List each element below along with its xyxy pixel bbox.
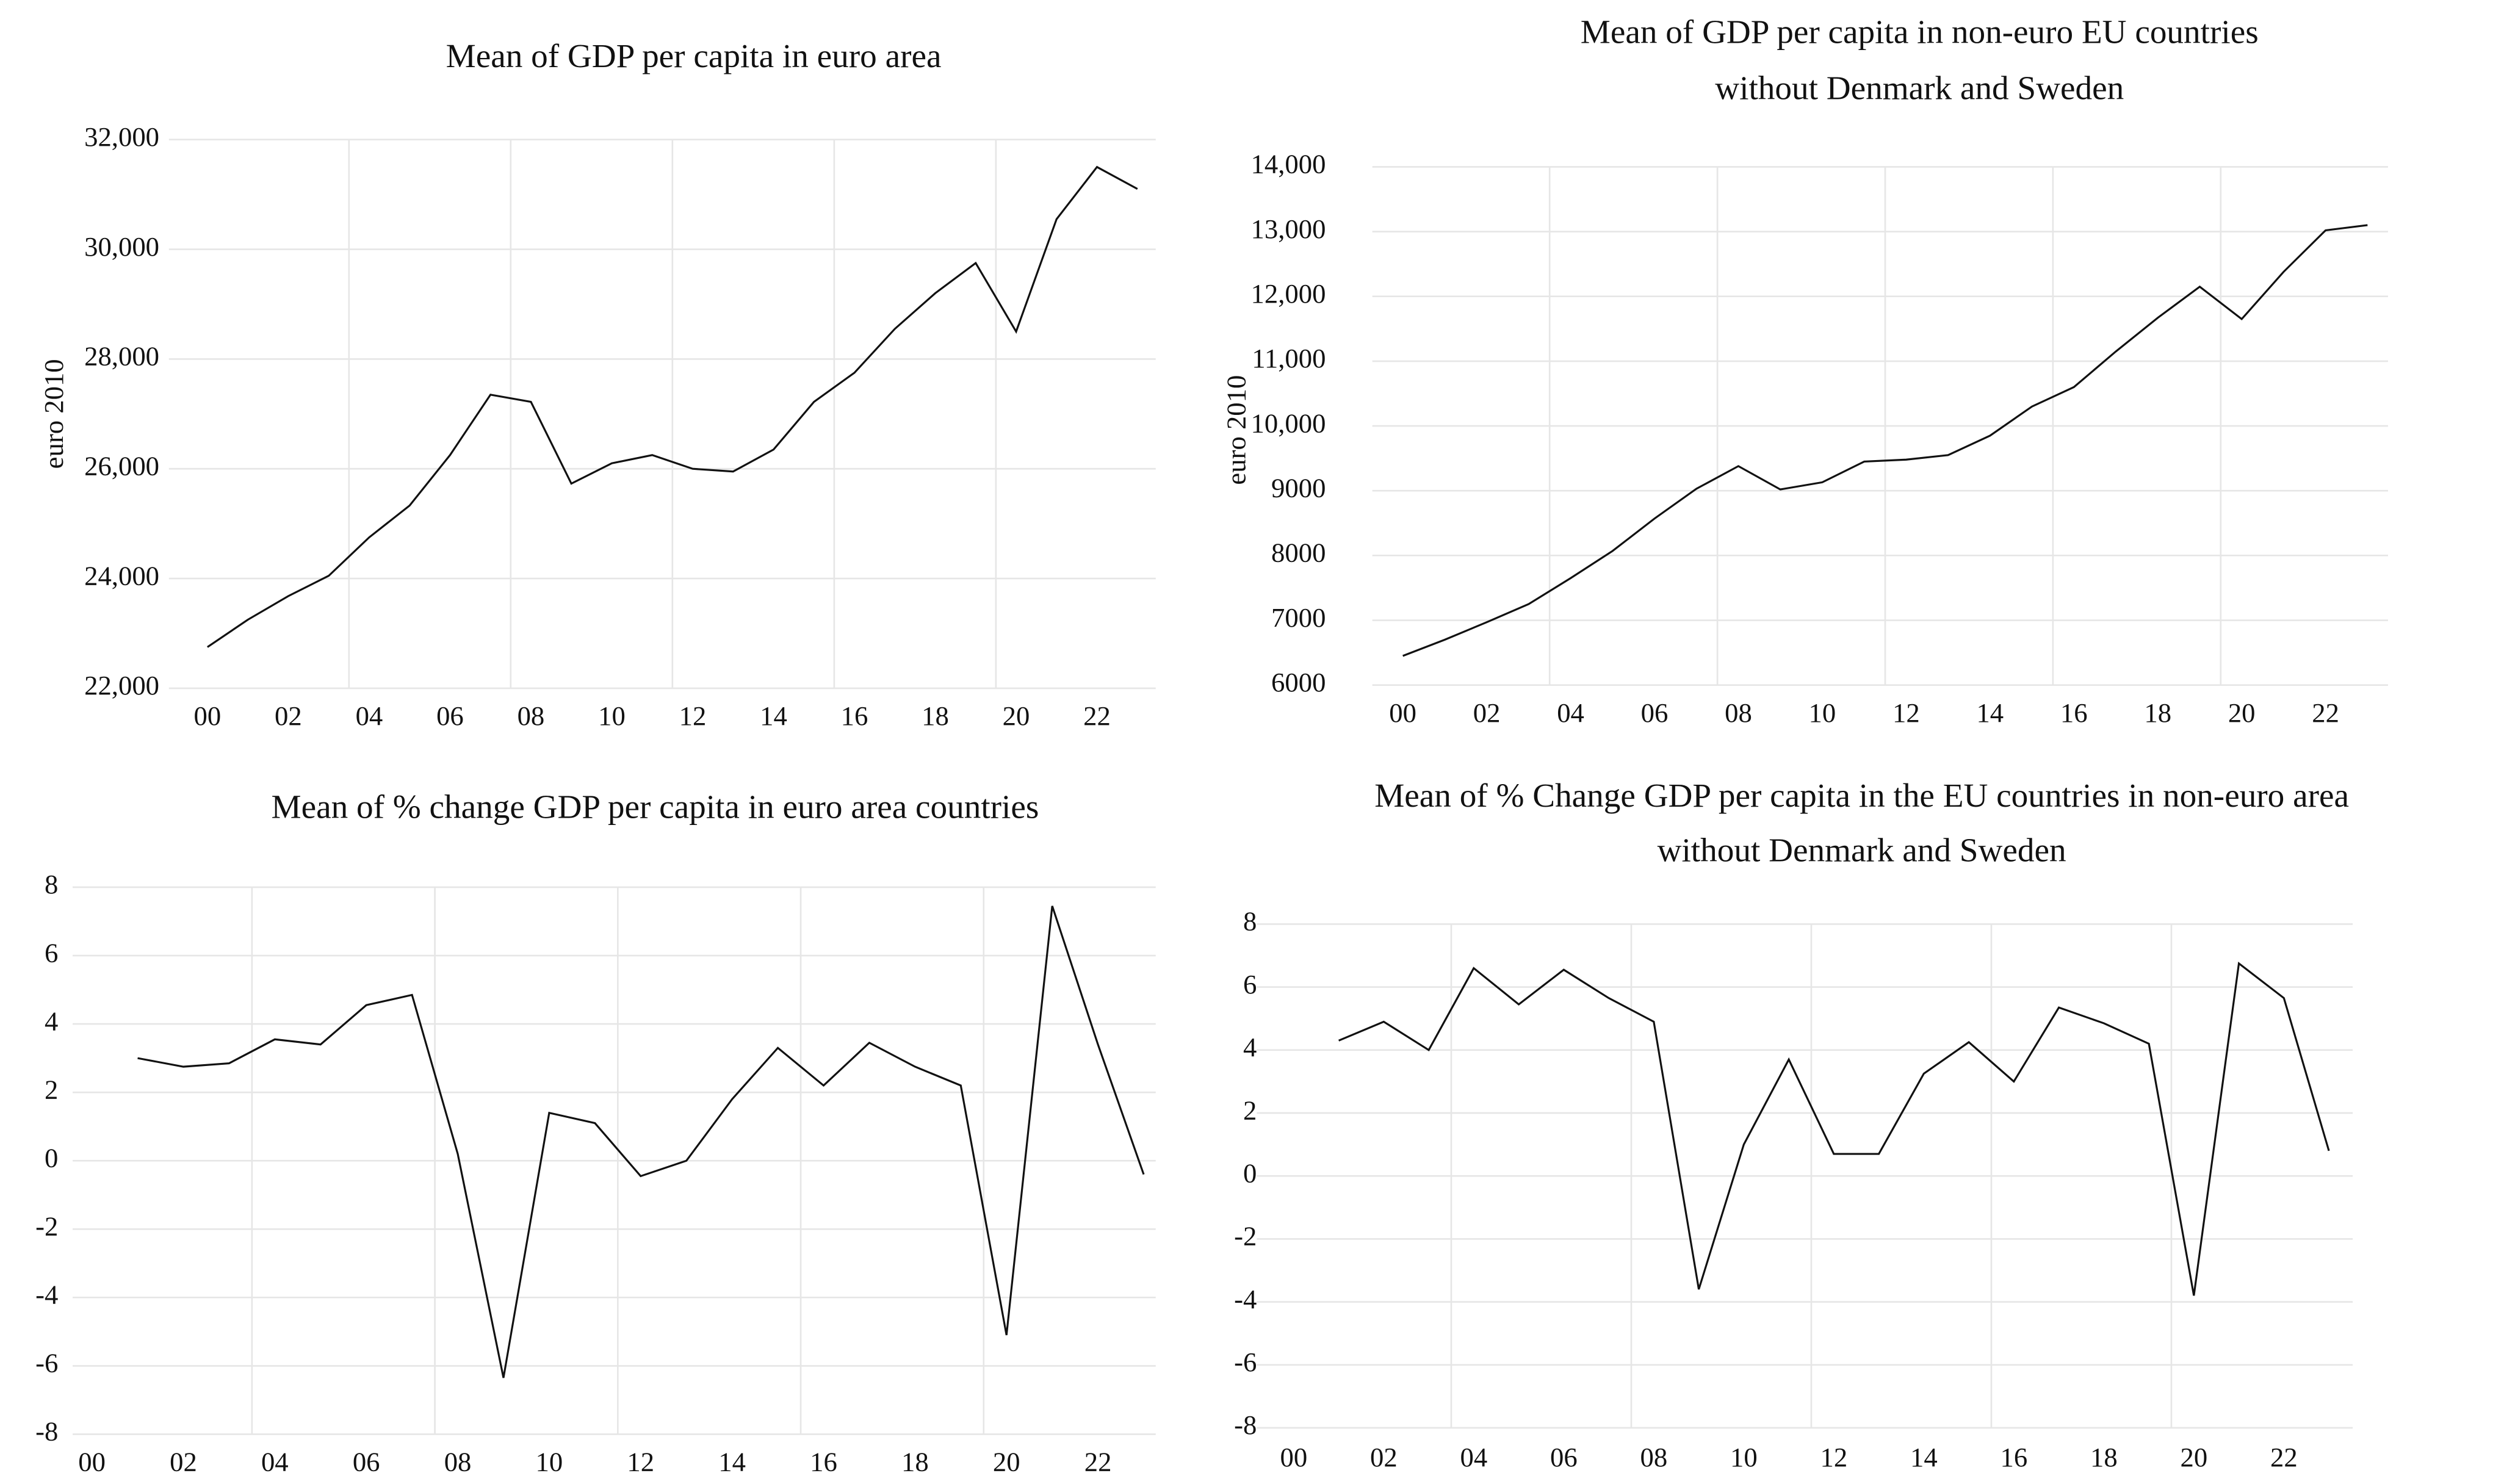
y-tick-label: -2 — [1234, 1221, 1257, 1252]
x-tick-label: 18 — [2144, 697, 2171, 728]
y-tick-label: -2 — [35, 1211, 58, 1242]
chart-title: Mean of GDP per capita in non-euro EU co… — [1581, 13, 2259, 51]
y-tick-label: 13,000 — [1251, 214, 1326, 244]
x-tick-label: 20 — [1003, 701, 1030, 731]
y-tick-label: 11,000 — [1252, 343, 1326, 373]
y-tick-label: -8 — [1234, 1410, 1257, 1440]
x-tick-label: 20 — [993, 1447, 1020, 1477]
x-tick-label: 04 — [1460, 1442, 1488, 1472]
x-tick-label: 12 — [1892, 697, 1920, 728]
x-tick-label: 14 — [760, 701, 787, 731]
x-tick-label: 12 — [627, 1447, 654, 1477]
x-tick-label: 22 — [2312, 697, 2339, 728]
y-tick-label: 0 — [45, 1142, 58, 1173]
data-line — [1338, 961, 2330, 1296]
x-tick-label: 00 — [194, 701, 222, 731]
y-tick-label: 6 — [45, 937, 58, 968]
y-tick-label: 10,000 — [1251, 408, 1326, 438]
y-tick-label: 12,000 — [1251, 278, 1326, 309]
y-tick-label: 8 — [45, 869, 58, 899]
y-tick-label: 9000 — [1271, 472, 1326, 503]
y-tick-label: 14,000 — [1251, 149, 1326, 179]
y-tick-label: 6 — [1243, 969, 1257, 1000]
x-tick-label: 00 — [1280, 1442, 1308, 1472]
x-tick-label: 04 — [261, 1447, 289, 1477]
y-tick-label: 4 — [1243, 1032, 1257, 1062]
y-tick-label: 6000 — [1271, 667, 1326, 697]
x-tick-label: 00 — [78, 1447, 106, 1477]
x-tick-label: 18 — [901, 1447, 929, 1477]
x-tick-label: 18 — [922, 701, 949, 731]
y-axis-label: euro 2010 — [38, 359, 69, 469]
x-tick-label: 06 — [1550, 1442, 1578, 1472]
y-tick-label: -6 — [35, 1348, 58, 1378]
chart-title: Mean of % change GDP per capita in euro … — [271, 788, 1039, 825]
y-axis-label: euro 2010 — [1221, 375, 1252, 485]
x-tick-label: 04 — [356, 701, 383, 731]
x-tick-label: 20 — [2180, 1442, 2207, 1472]
y-tick-label: -6 — [1234, 1347, 1257, 1377]
x-tick-label: 20 — [2228, 697, 2256, 728]
y-tick-label: 24,000 — [84, 560, 159, 591]
chart-title: Mean of GDP per capita in euro area — [446, 37, 942, 74]
y-tick-label: 22,000 — [84, 670, 159, 701]
x-tick-label: 16 — [2000, 1442, 2027, 1472]
y-tick-label: 26,000 — [84, 450, 159, 481]
y-tick-label: 4 — [45, 1006, 58, 1036]
x-tick-label: 22 — [2270, 1442, 2298, 1472]
x-tick-label: 16 — [841, 701, 868, 731]
chart-title: without Denmark and Sweden — [1658, 831, 2066, 868]
y-tick-label: 0 — [1243, 1158, 1257, 1188]
y-tick-label: 8 — [1243, 906, 1257, 937]
x-tick-label: 10 — [1809, 697, 1836, 728]
x-tick-label: 02 — [1370, 1442, 1398, 1472]
x-tick-label: 16 — [2060, 697, 2088, 728]
x-tick-label: 08 — [444, 1447, 472, 1477]
x-tick-label: 10 — [598, 701, 626, 731]
x-tick-label: 14 — [1976, 697, 2004, 728]
x-tick-label: 22 — [1084, 1447, 1112, 1477]
y-tick-label: 32,000 — [84, 121, 159, 152]
y-tick-label: 2 — [1243, 1095, 1257, 1125]
x-tick-label: 10 — [536, 1447, 563, 1477]
y-tick-label: 2 — [45, 1074, 58, 1104]
x-tick-label: 12 — [679, 701, 707, 731]
data-line — [1402, 224, 2368, 657]
data-line — [137, 906, 1145, 1378]
y-tick-label: -4 — [35, 1280, 58, 1310]
x-tick-label: 22 — [1083, 701, 1111, 731]
y-tick-label: 28,000 — [84, 341, 159, 372]
x-tick-label: 00 — [1389, 697, 1416, 728]
x-tick-label: 18 — [2090, 1442, 2118, 1472]
x-tick-label: 06 — [353, 1447, 380, 1477]
x-tick-label: 02 — [1473, 697, 1501, 728]
x-tick-label: 14 — [1910, 1442, 1938, 1472]
y-tick-label: -4 — [1234, 1284, 1257, 1314]
x-tick-label: 08 — [518, 701, 545, 731]
x-tick-label: 06 — [1641, 697, 1669, 728]
x-tick-label: 12 — [1820, 1442, 1848, 1472]
y-tick-label: 30,000 — [84, 231, 159, 262]
data-line — [207, 165, 1138, 648]
x-tick-label: 06 — [436, 701, 464, 731]
x-tick-label: 02 — [275, 701, 302, 731]
chart-title: without Denmark and Sweden — [1715, 70, 2124, 107]
y-tick-label: 8000 — [1271, 538, 1326, 568]
x-tick-label: 16 — [810, 1447, 837, 1477]
chart-title: Mean of % Change GDP per capita in the E… — [1374, 777, 2349, 814]
x-tick-label: 08 — [1640, 1442, 1668, 1472]
x-tick-label: 10 — [1730, 1442, 1758, 1472]
x-tick-label: 08 — [1725, 697, 1752, 728]
y-tick-label: -8 — [35, 1416, 58, 1447]
x-tick-label: 02 — [170, 1447, 197, 1477]
x-tick-label: 14 — [718, 1447, 746, 1477]
y-tick-label: 7000 — [1271, 602, 1326, 633]
x-tick-label: 04 — [1557, 697, 1584, 728]
